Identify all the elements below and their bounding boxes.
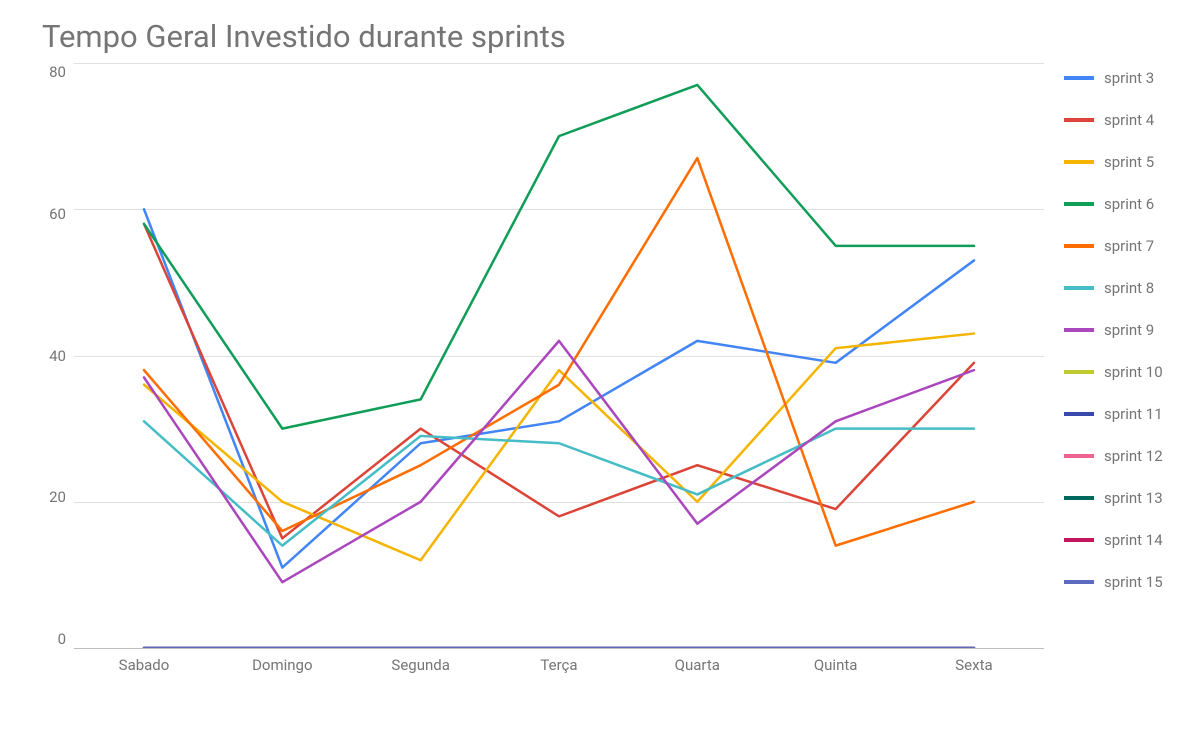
y-tick-label: 0	[58, 630, 66, 648]
series-line	[144, 85, 974, 429]
legend-item: sprint 7	[1064, 237, 1160, 255]
baseline	[74, 648, 1044, 649]
y-tick-label: 80	[49, 63, 66, 81]
legend-label: sprint 15	[1104, 573, 1163, 591]
legend-swatch	[1064, 286, 1094, 290]
legend-swatch	[1064, 118, 1094, 122]
plot-area	[74, 63, 1044, 648]
x-tick-label: Segunda	[351, 656, 489, 674]
legend-item: sprint 13	[1064, 489, 1160, 507]
legend-swatch	[1064, 76, 1094, 80]
x-tick-label: Quinta	[766, 656, 904, 674]
legend-item: sprint 14	[1064, 531, 1160, 549]
legend-item: sprint 12	[1064, 447, 1160, 465]
y-tick-label: 40	[49, 347, 66, 365]
y-tick-label: 20	[49, 488, 66, 506]
legend-label: sprint 7	[1104, 237, 1154, 255]
series-line	[144, 341, 974, 582]
legend-label: sprint 8	[1104, 279, 1154, 297]
series-line	[144, 334, 974, 561]
legend-swatch	[1064, 328, 1094, 332]
legend-swatch	[1064, 454, 1094, 458]
y-tick-label: 60	[49, 205, 66, 223]
legend-swatch	[1064, 202, 1094, 206]
plot-column: SabadoDomingoSegundaTerçaQuartaQuintaSex…	[74, 63, 1044, 674]
legend-item: sprint 11	[1064, 405, 1160, 423]
x-tick-label: Terça	[490, 656, 628, 674]
legend-item: sprint 3	[1064, 69, 1160, 87]
legend: sprint 3 sprint 4 sprint 5 sprint 6 sprint 7…	[1044, 63, 1160, 615]
x-tick-label: Sexta	[905, 656, 1043, 674]
y-axis: 80 60 40 20 0	[38, 63, 74, 648]
chart-title: Tempo Geral Investido durante sprints	[42, 18, 1174, 55]
legend-item: sprint 5	[1064, 153, 1160, 171]
legend-label: sprint 13	[1104, 489, 1163, 507]
legend-swatch	[1064, 244, 1094, 248]
x-tick-label: Sabado	[75, 656, 213, 674]
legend-item: sprint 6	[1064, 195, 1160, 213]
legend-swatch	[1064, 412, 1094, 416]
legend-label: sprint 10	[1104, 363, 1163, 381]
legend-item: sprint 15	[1064, 573, 1160, 591]
legend-item: sprint 10	[1064, 363, 1160, 381]
legend-item: sprint 8	[1064, 279, 1160, 297]
legend-swatch	[1064, 160, 1094, 164]
legend-label: sprint 12	[1104, 447, 1163, 465]
legend-swatch	[1064, 370, 1094, 374]
x-axis: SabadoDomingoSegundaTerçaQuartaQuintaSex…	[74, 648, 1044, 674]
legend-label: sprint 3	[1104, 69, 1154, 87]
legend-swatch	[1064, 580, 1094, 584]
legend-label: sprint 4	[1104, 111, 1154, 129]
legend-swatch	[1064, 496, 1094, 500]
x-tick-label: Domingo	[213, 656, 351, 674]
chart-body: 80 60 40 20 0 SabadoDomingoSegundaTerçaQuart…	[38, 63, 1174, 674]
legend-label: sprint 9	[1104, 321, 1154, 339]
chart-container: Tempo Geral Investido durante sprints 80…	[0, 0, 1198, 694]
legend-label: sprint 14	[1104, 531, 1163, 549]
legend-label: sprint 6	[1104, 195, 1154, 213]
lines-layer	[74, 63, 1044, 648]
x-tick-label: Quarta	[628, 656, 766, 674]
legend-label: sprint 11	[1104, 405, 1163, 423]
legend-swatch	[1064, 538, 1094, 542]
legend-label: sprint 5	[1104, 153, 1154, 171]
legend-item: sprint 4	[1064, 111, 1160, 129]
series-line	[144, 421, 974, 545]
legend-item: sprint 9	[1064, 321, 1160, 339]
